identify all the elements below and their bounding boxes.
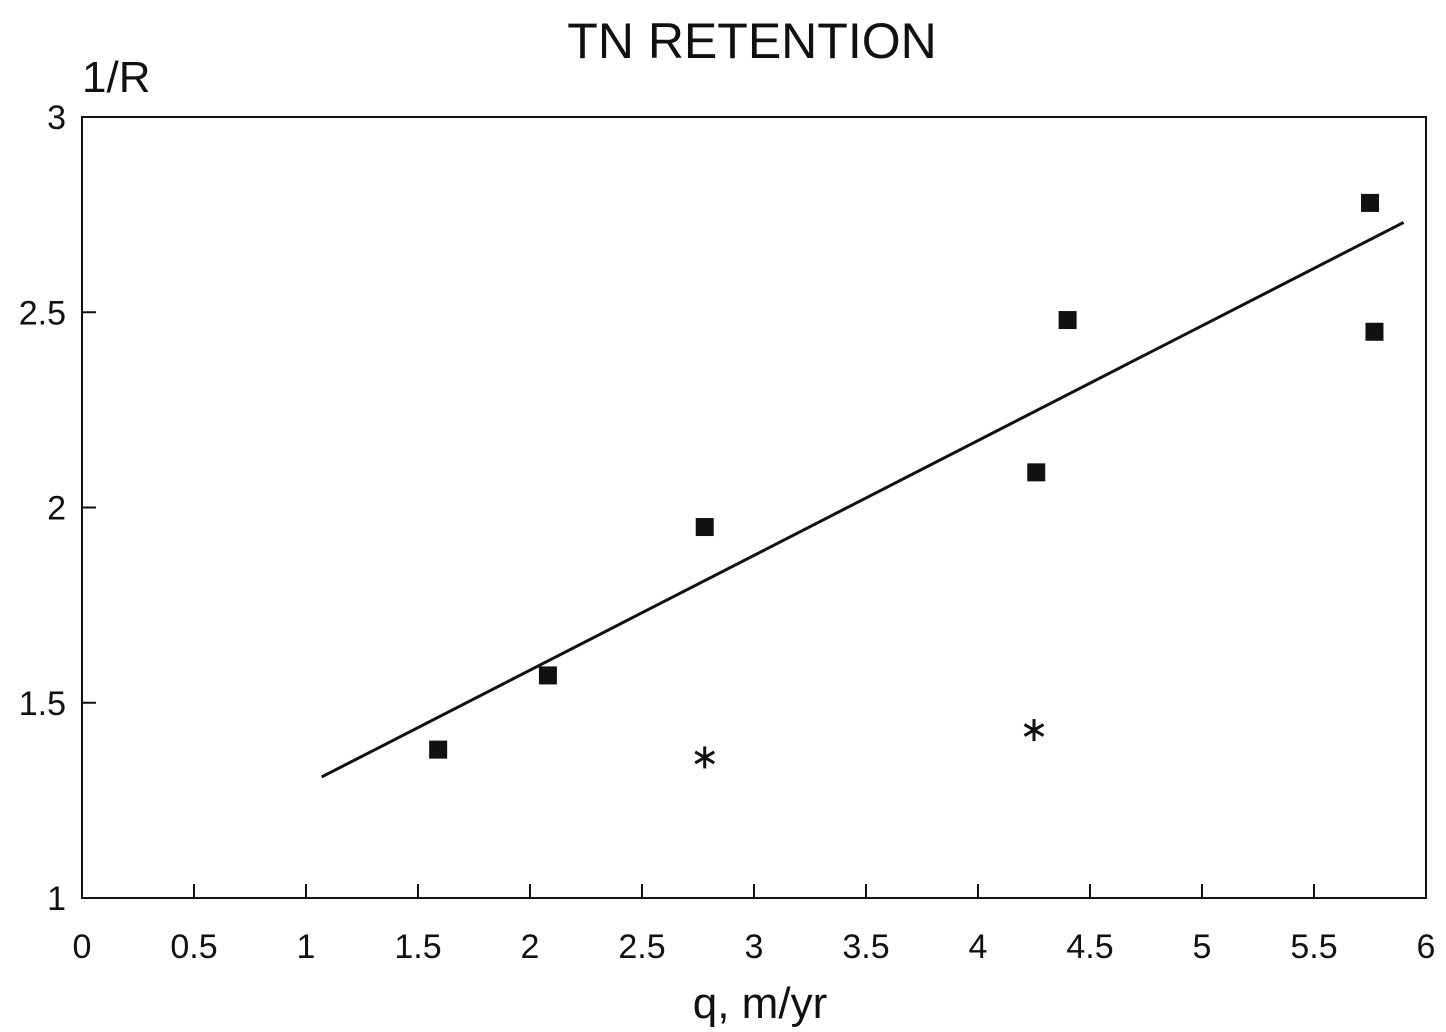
x-axis-ticks: 0 0.5 1 1.5 2 2.5 3 3.5 4 4.5 5 5.5 6	[73, 884, 1436, 966]
x-tick-label: 5	[1193, 928, 1212, 966]
square-data-point	[695, 518, 714, 537]
y-tick-label: 1.5	[19, 685, 66, 723]
chart-title: TN RETENTION	[567, 13, 936, 69]
x-tick-label: 1.5	[394, 928, 441, 966]
square-data-point	[429, 740, 448, 759]
asterisk-stroke	[1023, 723, 1045, 737]
x-tick-label: 0.5	[170, 928, 217, 966]
x-tick-label: 3.5	[842, 928, 889, 966]
asterisk-data-point	[694, 746, 715, 769]
x-tick-label: 0	[73, 928, 92, 966]
x-tick-label: 6	[1417, 928, 1436, 966]
y-axis-label: 1/R	[82, 53, 150, 102]
regression-line	[320, 221, 1405, 779]
asterisk-data-point	[1023, 719, 1045, 742]
plot-area-frame	[81, 116, 1427, 899]
y-tick-label: 3	[47, 99, 66, 137]
x-tick-label: 2.5	[618, 928, 665, 966]
data-points	[429, 193, 1384, 769]
regression-line-group	[320, 221, 1405, 779]
x-tick-label: 3	[745, 928, 764, 966]
x-tick-label: 5.5	[1290, 928, 1337, 966]
x-axis-label: q, m/yr	[693, 979, 827, 1028]
x-tick-label: 2	[521, 928, 540, 966]
x-tick-label: 4	[969, 928, 988, 966]
x-tick-label: 1	[297, 928, 316, 966]
y-tick-label: 1	[47, 880, 66, 918]
square-data-point	[538, 666, 557, 685]
square-data-point	[1365, 322, 1384, 341]
y-tick-label: 2	[47, 490, 66, 528]
y-tick-label: 2.5	[19, 294, 66, 332]
x-tick-label: 4.5	[1066, 928, 1113, 966]
asterisk-stroke	[694, 750, 715, 765]
square-data-point	[1058, 311, 1077, 330]
square-data-point	[1027, 463, 1046, 482]
y-axis-ticks: 1 1.5 2 2.5 3	[19, 99, 96, 918]
square-data-point	[1361, 193, 1379, 212]
